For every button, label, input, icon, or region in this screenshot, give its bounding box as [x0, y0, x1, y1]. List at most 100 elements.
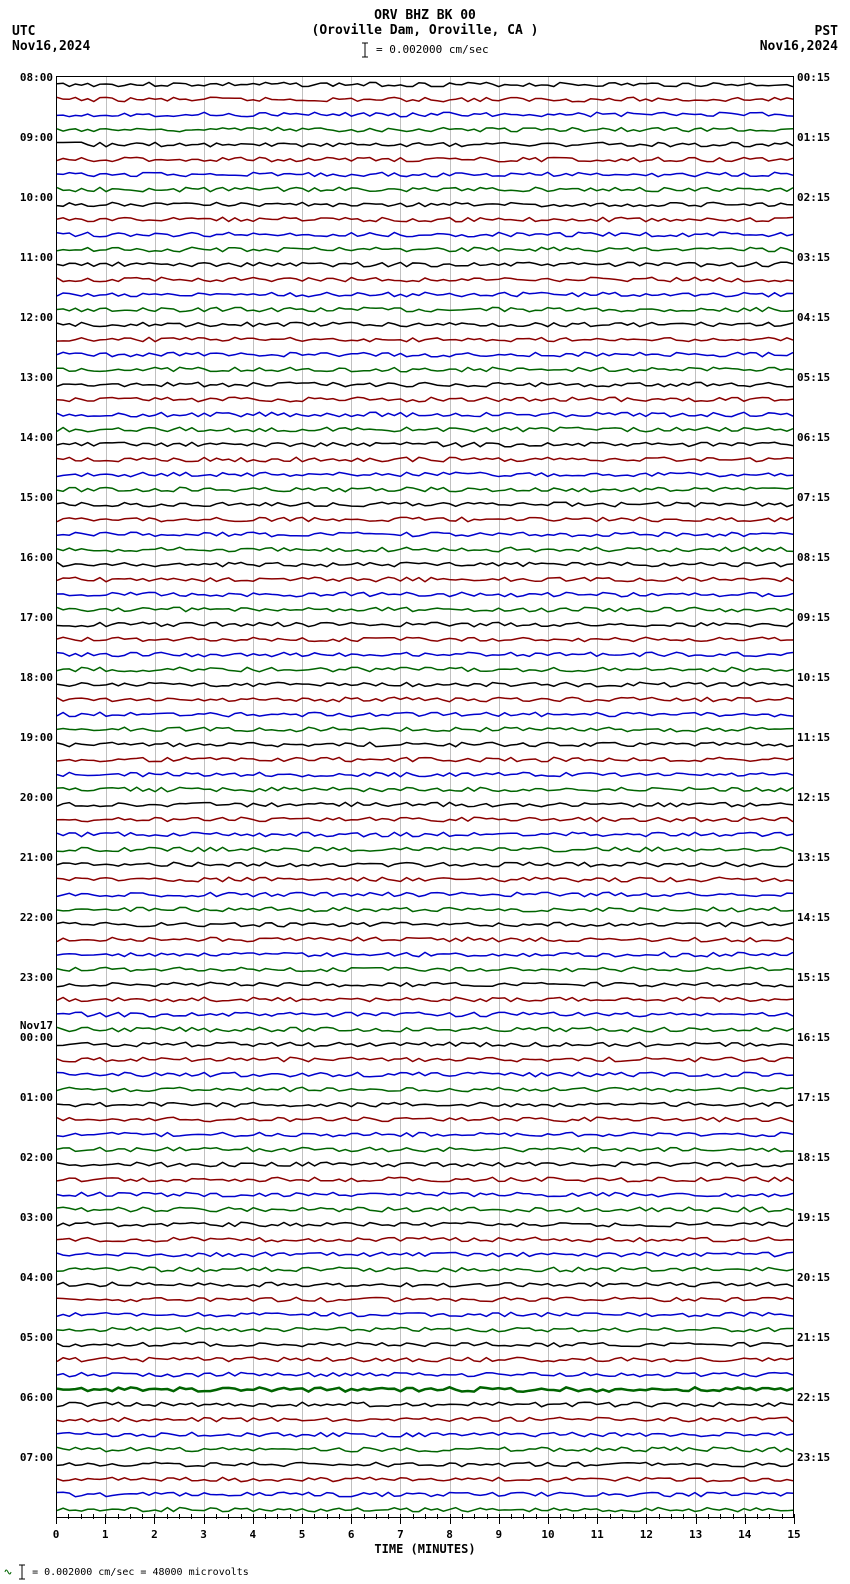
trace-row: 13:0005:15: [57, 377, 793, 392]
utc-time-label: 20:00: [20, 791, 53, 804]
trace-row: [57, 722, 793, 737]
xtick-label: 4: [249, 1528, 256, 1541]
seismogram-container: ORV BHZ BK 00 (Oroville Dam, Oroville, C…: [0, 0, 850, 1584]
trace-row: [57, 302, 793, 317]
utc-time-label: 11:00: [20, 251, 53, 264]
trace-row: [57, 632, 793, 647]
xtick-minor: [142, 1514, 143, 1519]
xtick-label: 7: [397, 1528, 404, 1541]
xtick-minor: [573, 1514, 574, 1519]
trace-row: [57, 1112, 793, 1127]
pst-time-label: 00:15: [797, 71, 830, 84]
utc-time-label: 22:00: [20, 911, 53, 924]
trace-row: [57, 347, 793, 362]
utc-time-label: 15:00: [20, 491, 53, 504]
scale-text: = 0.002000 cm/sec: [376, 43, 489, 56]
xtick-minor: [228, 1514, 229, 1519]
trace-row: [57, 212, 793, 227]
trace-row: 17:0009:15: [57, 617, 793, 632]
trace-row: 14:0006:15: [57, 437, 793, 452]
xtick-minor: [327, 1514, 328, 1519]
trace-row: 09:0001:15: [57, 137, 793, 152]
pst-time-label: 09:15: [797, 611, 830, 624]
trace-row: [57, 512, 793, 527]
xtick-major: [548, 1514, 549, 1524]
utc-time-label: 12:00: [20, 311, 53, 324]
xtick-label: 0: [53, 1528, 60, 1541]
xtick-label: 14: [738, 1528, 751, 1541]
utc-date-label: Nov17: [20, 1019, 53, 1032]
trace-row: [57, 1487, 793, 1502]
pst-time-label: 17:15: [797, 1091, 830, 1104]
trace-row: [57, 752, 793, 767]
trace-row: [57, 662, 793, 677]
xtick-minor: [290, 1514, 291, 1519]
xtick-minor: [683, 1514, 684, 1519]
trace-row: [57, 1067, 793, 1082]
xtick-minor: [93, 1514, 94, 1519]
trace-row: 03:0019:15: [57, 1217, 793, 1232]
xtick-minor: [167, 1514, 168, 1519]
utc-time-label: 04:00: [20, 1271, 53, 1284]
utc-time-label: 10:00: [20, 191, 53, 204]
footer-text: = 0.002000 cm/sec = 48000 microvolts: [32, 1567, 249, 1578]
plot-area: 08:0000:1509:0001:1510:0002:1511:0003:15…: [56, 76, 794, 1518]
xtick-major: [696, 1514, 697, 1524]
trace-row: [57, 707, 793, 722]
xtick-major: [154, 1514, 155, 1524]
xtick-minor: [462, 1514, 463, 1519]
pst-time-label: 19:15: [797, 1211, 830, 1224]
tz-right-date: Nov16,2024: [760, 39, 838, 54]
xtick-minor: [708, 1514, 709, 1519]
xtick-minor: [179, 1514, 180, 1519]
trace-row: [57, 122, 793, 137]
trace-row: [57, 527, 793, 542]
xtick-minor: [622, 1514, 623, 1519]
trace-row: 12:0004:15: [57, 317, 793, 332]
trace-row: [57, 1022, 793, 1037]
scale-indicator: = 0.002000 cm/sec: [0, 38, 850, 58]
utc-time-label: 08:00: [20, 71, 53, 84]
trace-row: [57, 1052, 793, 1067]
pst-time-label: 07:15: [797, 491, 830, 504]
trace-row: [57, 1142, 793, 1157]
trace-row: [57, 1472, 793, 1487]
trace-row: [57, 1382, 793, 1397]
xtick-label: 5: [299, 1528, 306, 1541]
trace-row: [57, 1442, 793, 1457]
trace-row: [57, 602, 793, 617]
x-axis: TIME (MINUTES) 0123456789101112131415: [56, 1514, 794, 1554]
trace-row: [57, 1007, 793, 1022]
xtick-minor: [339, 1514, 340, 1519]
utc-time-label: 07:00: [20, 1451, 53, 1464]
trace-row: 19:0011:15: [57, 737, 793, 752]
trace-row: [57, 827, 793, 842]
trace-row: [57, 422, 793, 437]
utc-time-label: 18:00: [20, 671, 53, 684]
trace-row: [57, 392, 793, 407]
xtick-major: [302, 1514, 303, 1524]
xtick-minor: [671, 1514, 672, 1519]
xtick-minor: [474, 1514, 475, 1519]
xtick-minor: [437, 1514, 438, 1519]
tz-left-label: UTC: [12, 24, 90, 39]
trace-row: [57, 1367, 793, 1382]
xtick-major: [745, 1514, 746, 1524]
xtick-major: [597, 1514, 598, 1524]
pst-time-label: 21:15: [797, 1331, 830, 1344]
trace-row: [57, 1202, 793, 1217]
trace-row: [57, 1187, 793, 1202]
xtick-minor: [388, 1514, 389, 1519]
xtick-label: 8: [446, 1528, 453, 1541]
trace-row: [57, 1232, 793, 1247]
pst-time-label: 12:15: [797, 791, 830, 804]
xtick-minor: [757, 1514, 758, 1519]
trace-row: [57, 1352, 793, 1367]
xtick-minor: [277, 1514, 278, 1519]
trace-row: [57, 227, 793, 242]
xtick-label: 2: [151, 1528, 158, 1541]
trace-row: 07:0023:15: [57, 1457, 793, 1472]
trace-row: 06:0022:15: [57, 1397, 793, 1412]
xtick-label: 1: [102, 1528, 109, 1541]
pst-time-label: 14:15: [797, 911, 830, 924]
